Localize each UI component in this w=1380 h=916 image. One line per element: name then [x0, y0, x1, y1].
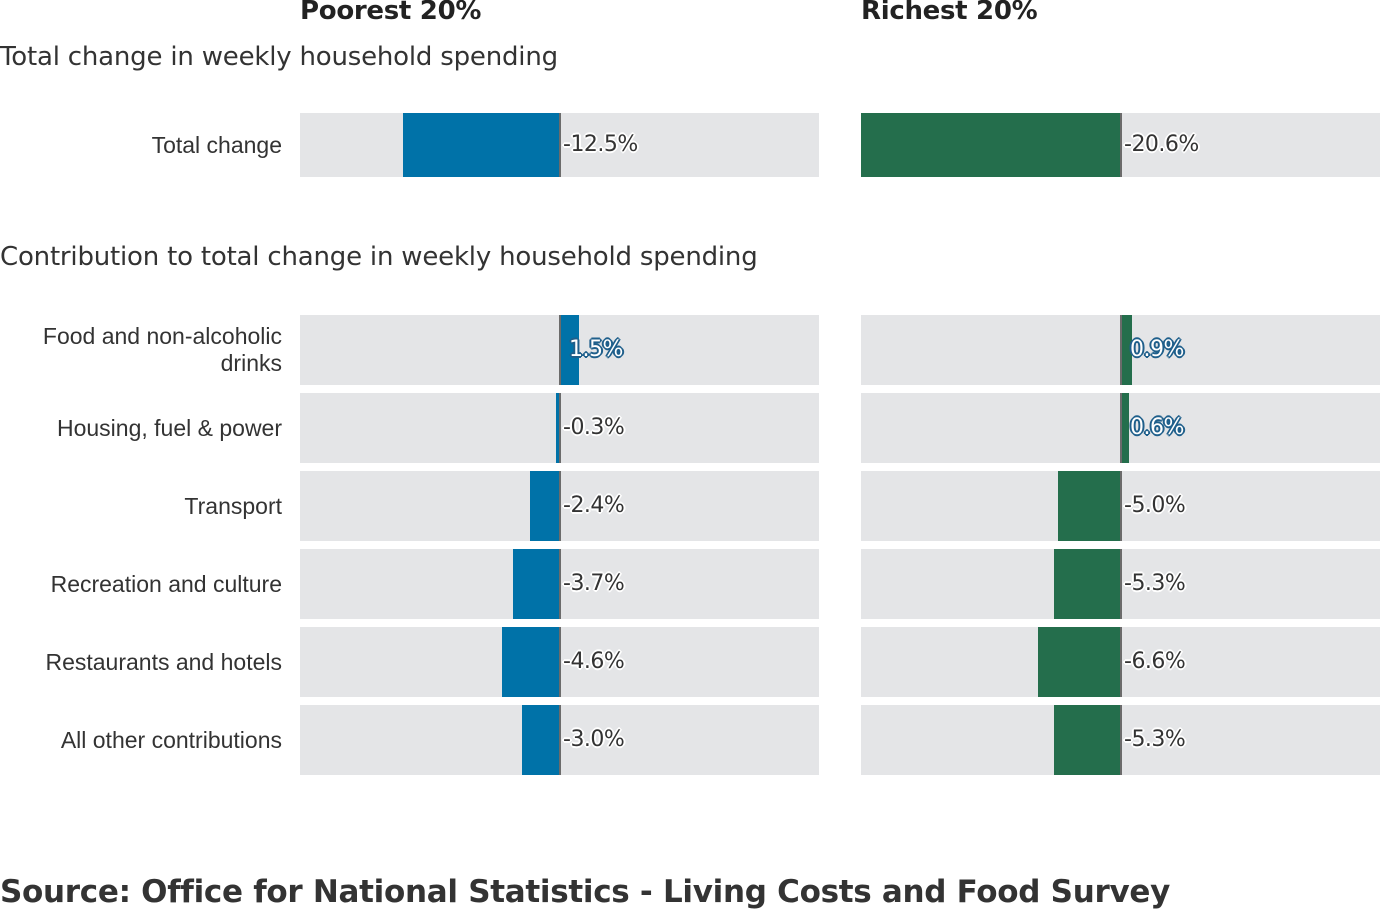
- data-label: 0.9%: [1130, 337, 1184, 362]
- bar: [529, 471, 560, 541]
- data-label: -3.7%: [563, 571, 625, 596]
- source-note: Source: Office for National Statistics -…: [0, 874, 1171, 910]
- zero-line: [1120, 705, 1122, 775]
- bar: [1054, 705, 1121, 775]
- zero-line: [559, 705, 561, 775]
- bar: [1121, 393, 1129, 463]
- row-label: All other contributions: [60, 726, 282, 753]
- bar: [522, 705, 560, 775]
- bar: [502, 627, 560, 697]
- data-label: -4.6%: [563, 649, 625, 674]
- bar: [1054, 549, 1121, 619]
- row-label: Housing, fuel & power: [56, 414, 282, 441]
- bar: [513, 549, 560, 619]
- data-label: -6.6%: [1124, 649, 1186, 674]
- bar: [861, 113, 1121, 177]
- zero-line: [1120, 471, 1122, 541]
- zero-line: [559, 393, 561, 463]
- zero-line: [1120, 393, 1122, 463]
- zero-line: [559, 627, 561, 697]
- data-label: -20.6%: [1124, 132, 1199, 157]
- zero-line: [559, 471, 561, 541]
- panel-title-poorest: Poorest 20%: [300, 0, 482, 26]
- data-label: -2.4%: [563, 493, 625, 518]
- zero-line: [1120, 549, 1122, 619]
- data-label: -5.0%: [1124, 493, 1186, 518]
- zero-line: [559, 549, 561, 619]
- bar: [402, 113, 560, 177]
- bar: [560, 315, 579, 385]
- bar: [1121, 315, 1133, 385]
- bar: [1037, 627, 1121, 697]
- bar: [1058, 471, 1121, 541]
- row-label: Food and non-alcoholic drinks: [42, 323, 282, 376]
- zero-line: [1120, 315, 1122, 385]
- data-label: 1.5%: [569, 337, 623, 362]
- zero-line: [1120, 113, 1122, 177]
- zero-line: [559, 315, 561, 385]
- bar: [556, 393, 560, 463]
- data-label: -5.3%: [1124, 571, 1186, 596]
- row-label: Recreation and culture: [50, 570, 282, 597]
- data-label: 0.6%: [1130, 415, 1184, 440]
- data-label: -12.5%: [563, 132, 638, 157]
- row-label: Restaurants and hotels: [45, 648, 282, 675]
- zero-line: [1120, 627, 1122, 697]
- section-title-2: Contribution to total change in weekly h…: [0, 242, 758, 272]
- data-label: -3.0%: [563, 727, 625, 752]
- panel-title-richest: Richest 20%: [861, 0, 1038, 26]
- data-label: -0.3%: [563, 415, 625, 440]
- data-label: -5.3%: [1124, 727, 1186, 752]
- zero-line: [559, 113, 561, 177]
- row-label: Total change: [151, 131, 282, 158]
- section-title-1: Total change in weekly household spendin…: [0, 42, 558, 72]
- row-label: Transport: [184, 492, 282, 519]
